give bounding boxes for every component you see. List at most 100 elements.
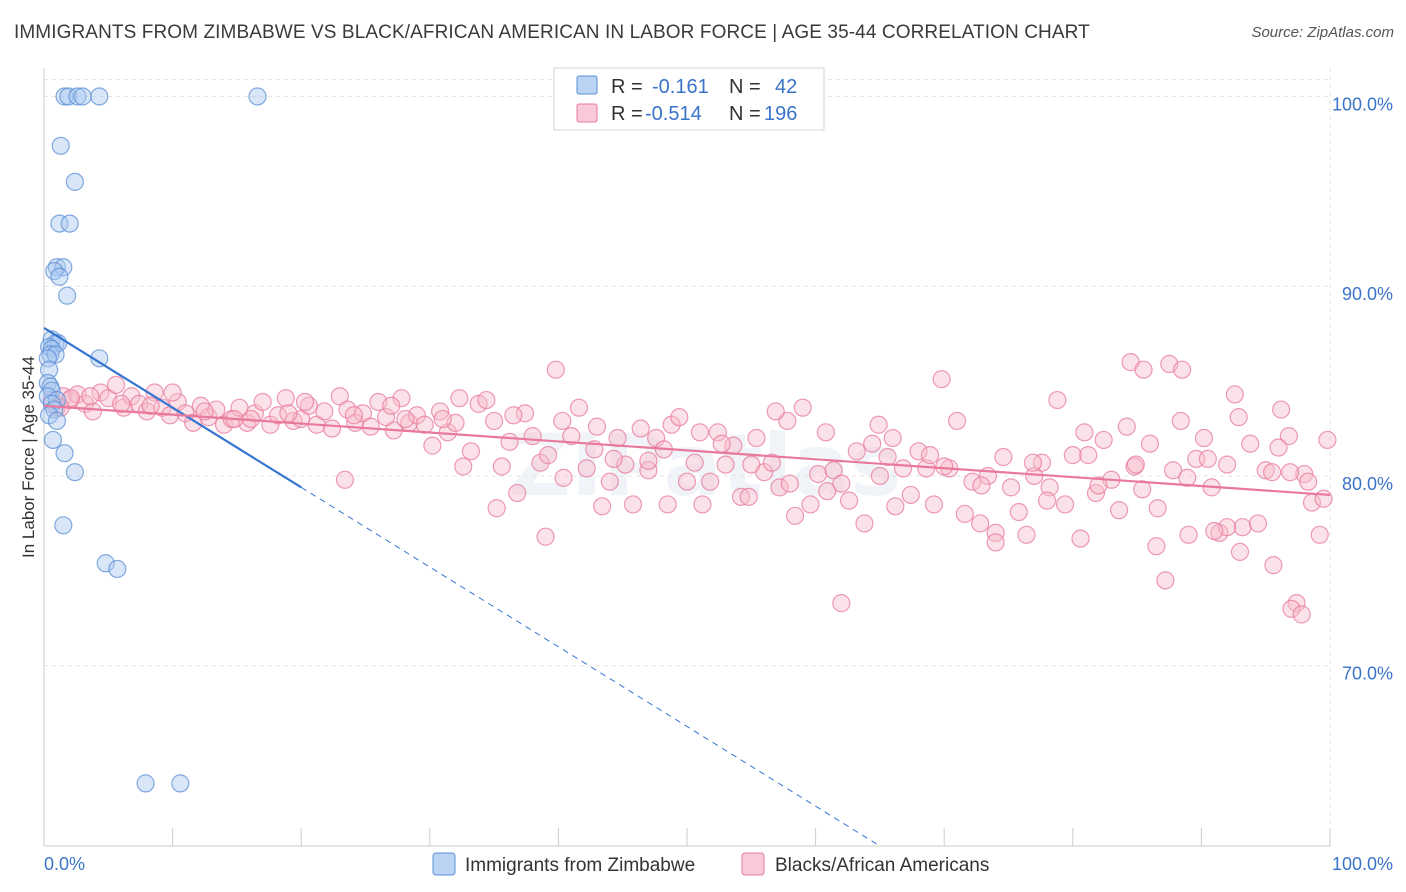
point-black-african-american [1017, 525, 1036, 544]
point-black-african-american [536, 527, 555, 546]
point-zimbabwe [136, 774, 155, 793]
point-black-african-american [883, 428, 902, 448]
point-black-african-american [1133, 480, 1152, 499]
point-black-african-american [662, 415, 681, 434]
point-black-african-american [972, 476, 991, 495]
point-black-african-american [454, 457, 473, 476]
point-black-african-american [295, 392, 315, 412]
point-black-african-american [1198, 449, 1217, 468]
point-black-african-american [1248, 514, 1268, 533]
point-zimbabwe [45, 261, 64, 281]
point-black-african-american [685, 453, 704, 472]
y-tick-label: 80.0% [1342, 474, 1393, 494]
point-zimbabwe [68, 87, 87, 106]
point-black-african-american [847, 442, 866, 461]
bottom-legend-swatch-black-african-american [741, 852, 765, 876]
point-zimbabwe [51, 136, 70, 155]
point-black-african-american [901, 485, 920, 505]
point-zimbabwe [171, 774, 190, 793]
point-black-african-american [487, 499, 506, 518]
chart-title: IMMIGRANTS FROM ZIMBABWE VS BLACK/AFRICA… [14, 22, 1090, 43]
legend-swatch-zimbabwe [576, 75, 598, 95]
point-black-african-american [932, 370, 951, 389]
point-black-african-american [1109, 501, 1129, 520]
point-black-african-american [701, 472, 720, 491]
point-black-african-american [279, 404, 298, 423]
point-black-african-american [731, 487, 751, 506]
point-black-african-american [1134, 360, 1153, 379]
point-black-african-american [839, 491, 859, 510]
point-zimbabwe [90, 87, 109, 106]
point-black-african-american [878, 447, 897, 467]
point-black-african-american [639, 451, 658, 470]
point-black-african-american [1164, 461, 1183, 480]
point-black-african-american [1310, 525, 1329, 544]
point-black-african-american [500, 432, 519, 451]
point-black-african-american [106, 375, 126, 394]
point-black-african-american [639, 461, 658, 480]
point-black-african-american [742, 455, 761, 474]
point-black-african-american [1023, 453, 1043, 472]
point-black-african-american [658, 495, 677, 514]
point-black-african-american [1126, 455, 1145, 474]
point-black-african-american [935, 457, 954, 476]
x-axis-ticks [43, 828, 1331, 846]
point-black-african-american [1287, 594, 1306, 613]
point-black-african-american [1269, 438, 1288, 457]
point-black-african-american [1140, 434, 1160, 453]
point-zimbabwe [60, 214, 79, 233]
legend-n-value-black-african-american: 196 [764, 103, 797, 125]
point-black-african-american [1233, 518, 1252, 537]
bottom-legend-label-black-african-american: Blacks/African Americans [775, 855, 989, 876]
y-tick-label: 70.0% [1342, 664, 1393, 684]
point-black-african-american [1194, 428, 1214, 448]
point-black-african-american [461, 442, 481, 461]
point-black-african-american [1292, 605, 1311, 624]
point-black-african-american [423, 436, 442, 455]
legend-n-label-zimbabwe: N = [729, 76, 761, 98]
point-black-african-american [1263, 463, 1282, 482]
y-tick-label: 90.0% [1342, 284, 1393, 304]
bottom-legend-swatch-zimbabwe [432, 852, 456, 876]
legend-swatch-black-african-american [576, 103, 598, 123]
bottom-legend: Immigrants from Zimbabwe Blacks/African … [432, 852, 989, 876]
point-black-african-american [677, 472, 697, 491]
point-black-african-american [870, 466, 890, 486]
point-black-african-american [562, 427, 581, 446]
point-black-african-american [1037, 491, 1057, 510]
point-black-african-american [83, 402, 102, 421]
point-black-african-american [1256, 461, 1275, 480]
point-black-african-american [392, 389, 411, 408]
point-black-african-american [1048, 390, 1067, 410]
point-black-african-american [1094, 430, 1113, 450]
point-black-african-american [523, 427, 542, 446]
point-black-african-american [909, 442, 928, 461]
point-black-african-american [600, 472, 619, 491]
point-black-african-american [163, 383, 182, 402]
point-black-african-american [1229, 408, 1248, 427]
point-black-african-american [766, 402, 785, 421]
point-black-african-american [1001, 478, 1021, 497]
point-black-african-american [994, 447, 1013, 467]
point-black-african-american [1089, 476, 1108, 495]
trend-layer [43, 327, 1331, 847]
point-black-african-american [1178, 468, 1197, 487]
point-zimbabwe [47, 411, 66, 431]
point-black-african-american [477, 390, 496, 410]
point-black-african-american [712, 434, 731, 453]
point-zimbabwe [90, 349, 109, 368]
point-black-african-american [546, 360, 565, 379]
point-zimbabwe [50, 214, 69, 233]
point-black-african-american [504, 406, 523, 425]
point-zimbabwe [50, 267, 69, 286]
point-black-african-american [986, 533, 1005, 552]
point-black-african-american [1299, 472, 1318, 491]
point-black-african-american [433, 409, 452, 429]
legend-r-label-zimbabwe: R = [611, 76, 643, 98]
point-black-african-american [577, 459, 596, 478]
point-black-african-american [1230, 542, 1250, 561]
point-black-african-american [322, 419, 342, 438]
point-black-african-american [670, 408, 689, 427]
point-black-african-american [1279, 427, 1298, 446]
point-black-african-american [886, 497, 905, 516]
